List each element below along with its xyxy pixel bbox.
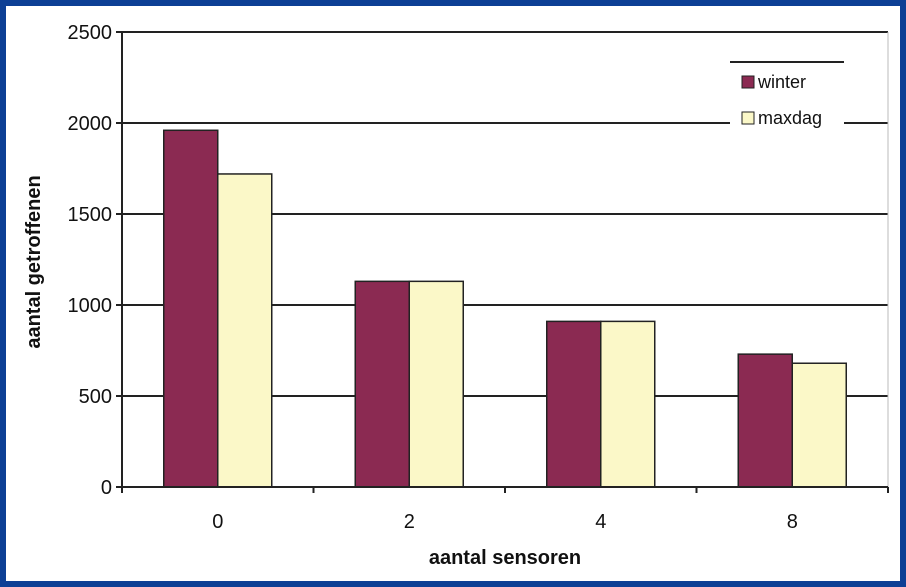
x-axis-ticks: 0 2 4 8 bbox=[121, 487, 889, 533]
legend-label-maxdag: maxdag bbox=[758, 108, 822, 128]
bar-maxdag-0 bbox=[217, 173, 273, 488]
bar-maxdag-4 bbox=[600, 320, 656, 488]
y-tick-label: 500 bbox=[79, 386, 112, 408]
bar-winter-4 bbox=[546, 320, 602, 488]
x-tick-label: 2 bbox=[404, 511, 415, 533]
bar-maxdag-8 bbox=[791, 362, 847, 488]
y-tick-label: 2500 bbox=[68, 22, 113, 44]
y-axis-title: aantal getroffenen bbox=[23, 175, 45, 348]
legend-label-winter: winter bbox=[757, 72, 806, 92]
x-tick-label: 4 bbox=[595, 511, 606, 533]
bars bbox=[163, 129, 847, 488]
y-tick-label: 0 bbox=[101, 477, 112, 499]
bar-winter-2 bbox=[354, 280, 410, 488]
y-tick-label: 1500 bbox=[68, 204, 113, 226]
legend-swatch-maxdag bbox=[741, 111, 755, 125]
legend-swatch-winter bbox=[741, 75, 755, 89]
y-tick-label: 1000 bbox=[68, 295, 113, 317]
bar-maxdag-2 bbox=[408, 280, 464, 488]
x-tick-label: 8 bbox=[787, 511, 798, 533]
bar-winter-0 bbox=[163, 129, 219, 488]
x-tick-label: 0 bbox=[212, 511, 223, 533]
y-tick-label: 2000 bbox=[68, 113, 113, 135]
legend: winter maxdag bbox=[730, 48, 844, 130]
bar-winter-8 bbox=[737, 353, 793, 488]
x-axis-title: aantal sensoren bbox=[429, 547, 581, 569]
y-axis-ticks: 0 500 1000 1500 2000 2500 bbox=[68, 22, 122, 499]
